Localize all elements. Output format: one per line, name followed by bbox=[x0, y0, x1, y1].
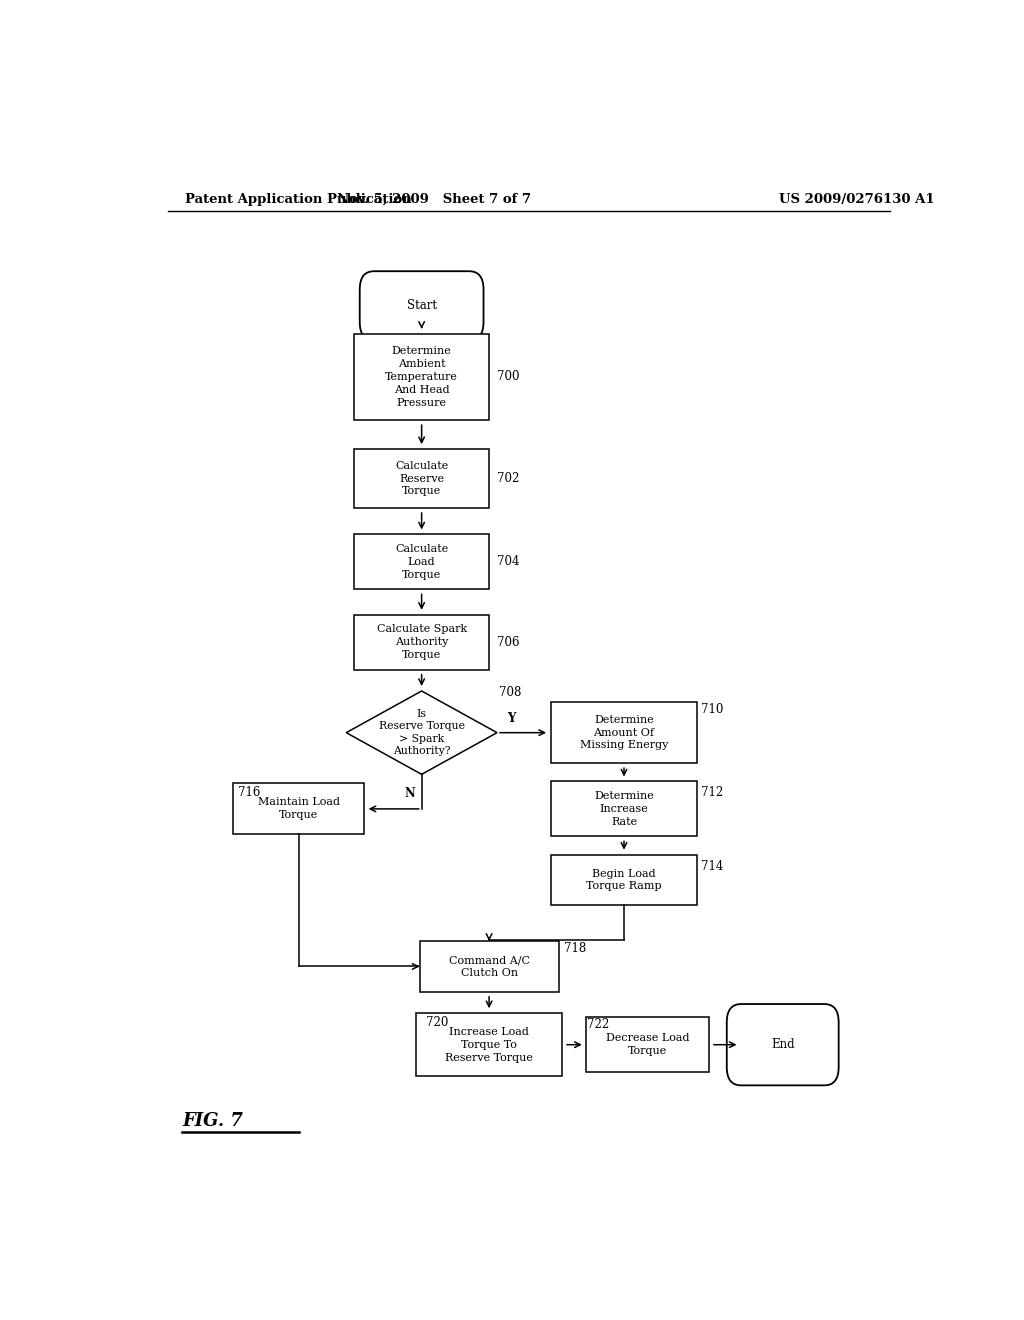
Text: 704: 704 bbox=[497, 556, 519, 569]
FancyBboxPatch shape bbox=[551, 781, 697, 837]
Polygon shape bbox=[346, 690, 497, 775]
FancyBboxPatch shape bbox=[354, 535, 489, 589]
FancyBboxPatch shape bbox=[416, 1014, 562, 1076]
Text: End: End bbox=[771, 1039, 795, 1051]
Text: 706: 706 bbox=[497, 636, 519, 648]
Text: 720: 720 bbox=[426, 1016, 447, 1028]
FancyBboxPatch shape bbox=[727, 1005, 839, 1085]
Text: 718: 718 bbox=[564, 941, 587, 954]
Text: Determine
Ambient
Temperature
And Head
Pressure: Determine Ambient Temperature And Head P… bbox=[385, 346, 458, 408]
Text: Begin Load
Torque Ramp: Begin Load Torque Ramp bbox=[586, 869, 662, 891]
Text: Is
Reserve Torque
> Spark
Authority?: Is Reserve Torque > Spark Authority? bbox=[379, 709, 465, 756]
Text: FIG. 7: FIG. 7 bbox=[182, 1111, 243, 1130]
Text: 714: 714 bbox=[701, 861, 723, 874]
Text: 722: 722 bbox=[587, 1018, 609, 1031]
FancyBboxPatch shape bbox=[354, 615, 489, 669]
Text: Calculate
Reserve
Torque: Calculate Reserve Torque bbox=[395, 461, 449, 496]
Text: US 2009/0276130 A1: US 2009/0276130 A1 bbox=[778, 193, 934, 206]
FancyBboxPatch shape bbox=[233, 784, 365, 834]
Text: Command A/C
Clutch On: Command A/C Clutch On bbox=[449, 956, 529, 978]
Text: Maintain Load
Torque: Maintain Load Torque bbox=[258, 797, 340, 820]
FancyBboxPatch shape bbox=[359, 271, 483, 341]
Text: Decrease Load
Torque: Decrease Load Torque bbox=[606, 1034, 689, 1056]
Text: N: N bbox=[404, 787, 415, 800]
FancyBboxPatch shape bbox=[354, 334, 489, 420]
Text: 700: 700 bbox=[497, 371, 519, 383]
Text: Increase Load
Torque To
Reserve Torque: Increase Load Torque To Reserve Torque bbox=[445, 1027, 534, 1063]
FancyBboxPatch shape bbox=[587, 1018, 710, 1072]
Text: Patent Application Publication: Patent Application Publication bbox=[185, 193, 412, 206]
Text: Determine
Increase
Rate: Determine Increase Rate bbox=[594, 791, 654, 826]
Text: Start: Start bbox=[407, 300, 436, 313]
Text: Calculate
Load
Torque: Calculate Load Torque bbox=[395, 544, 449, 579]
Text: Nov. 5, 2009   Sheet 7 of 7: Nov. 5, 2009 Sheet 7 of 7 bbox=[337, 193, 530, 206]
Text: Y: Y bbox=[507, 711, 515, 725]
FancyBboxPatch shape bbox=[354, 449, 489, 508]
FancyBboxPatch shape bbox=[551, 702, 697, 763]
Text: Determine
Amount Of
Missing Energy: Determine Amount Of Missing Energy bbox=[580, 715, 669, 751]
Text: 710: 710 bbox=[701, 702, 723, 715]
FancyBboxPatch shape bbox=[420, 941, 558, 991]
FancyBboxPatch shape bbox=[551, 854, 697, 906]
Text: 716: 716 bbox=[238, 787, 260, 799]
Text: Calculate Spark
Authority
Torque: Calculate Spark Authority Torque bbox=[377, 624, 467, 660]
Text: 702: 702 bbox=[497, 473, 519, 484]
Text: 712: 712 bbox=[701, 787, 723, 799]
Text: 708: 708 bbox=[500, 685, 522, 698]
